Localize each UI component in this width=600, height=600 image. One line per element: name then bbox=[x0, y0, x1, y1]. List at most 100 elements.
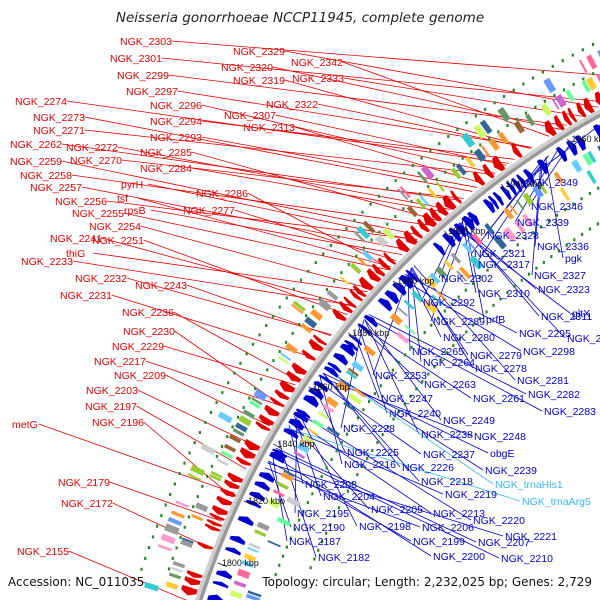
gene-arrow bbox=[553, 115, 565, 131]
feature-block bbox=[419, 195, 430, 206]
gene-label-left: NGK_2241 bbox=[50, 233, 102, 245]
gene-label-left: NGK_2301 bbox=[110, 53, 162, 65]
guide-dot bbox=[415, 387, 418, 391]
feature-block bbox=[396, 331, 410, 344]
gene-arrow bbox=[592, 124, 600, 139]
gene-leader-right bbox=[294, 412, 298, 514]
guide-dot bbox=[373, 392, 377, 396]
feature-block bbox=[488, 138, 500, 152]
gene-label-right: NGK_2218 bbox=[421, 476, 473, 488]
gene-leader-left bbox=[92, 252, 368, 293]
feature-block bbox=[465, 156, 476, 169]
gene-label-right: NGK_2253 bbox=[375, 370, 427, 382]
guide-dot bbox=[368, 400, 371, 404]
feature-block bbox=[431, 294, 443, 306]
guide-dot bbox=[445, 351, 449, 355]
gene-label-right: pgk bbox=[565, 253, 583, 265]
guide-dot bbox=[465, 121, 468, 125]
guide-dot bbox=[314, 261, 317, 265]
guide-dot bbox=[260, 377, 263, 381]
gene-label-left: NGK_2259 bbox=[10, 156, 62, 168]
feature-block bbox=[595, 73, 600, 83]
gene-arrow bbox=[204, 523, 221, 532]
feature-block bbox=[317, 298, 332, 312]
guide-dot bbox=[298, 518, 301, 522]
gene-arrow bbox=[258, 472, 275, 483]
feature-block bbox=[356, 256, 368, 267]
gene-arrow bbox=[352, 284, 367, 298]
guide-dot bbox=[438, 142, 441, 146]
guide-dot bbox=[436, 316, 440, 320]
gene-label-left: NGK_2274 bbox=[15, 96, 67, 108]
guide-dot bbox=[394, 179, 397, 183]
tick-label: 1920 kbp bbox=[448, 226, 485, 236]
feature-block bbox=[267, 540, 281, 548]
guide-dot bbox=[285, 545, 288, 549]
guide-dot bbox=[423, 331, 426, 335]
guide-dot bbox=[386, 222, 389, 226]
gene-label-left: NGK_2258 bbox=[20, 170, 72, 182]
guide-dot bbox=[404, 353, 407, 357]
feature-block bbox=[339, 276, 350, 286]
gene-arrow bbox=[492, 191, 505, 206]
gene-leader-right bbox=[322, 372, 401, 468]
feature-block bbox=[565, 89, 575, 102]
gene-leader-left bbox=[66, 100, 510, 164]
gene-leader-right bbox=[325, 368, 484, 471]
gene-arrow bbox=[487, 195, 500, 210]
feature-block bbox=[233, 580, 247, 588]
guide-dot bbox=[402, 207, 405, 211]
guide-dot bbox=[506, 291, 509, 295]
feature-block bbox=[513, 120, 526, 134]
guide-dot bbox=[254, 387, 257, 391]
gene-arrow bbox=[472, 170, 486, 186]
guide-dot bbox=[427, 372, 430, 376]
guide-dot bbox=[452, 344, 455, 348]
guide-dot bbox=[547, 219, 551, 223]
tick-label: 1940 kbp bbox=[505, 179, 542, 189]
gene-arrow bbox=[358, 276, 374, 291]
gene-label-right: NGK_2182 bbox=[318, 552, 370, 564]
guide-dot bbox=[471, 323, 475, 327]
gene-arrow bbox=[293, 411, 309, 424]
guide-dot bbox=[321, 540, 324, 544]
gene-label-left: NGK_2230 bbox=[123, 326, 175, 338]
guide-dot bbox=[378, 230, 381, 234]
feature-block bbox=[416, 170, 428, 184]
backbone-shadow bbox=[195, 109, 600, 600]
gene-leader-left bbox=[123, 212, 388, 271]
gene-label-right: NGK_2278 bbox=[475, 363, 527, 375]
tick-label: 1800 kbp bbox=[222, 558, 259, 568]
feature-block bbox=[420, 165, 435, 180]
feature-block bbox=[351, 360, 365, 373]
gene-label-left: metG bbox=[12, 419, 38, 431]
feature-block bbox=[223, 443, 237, 453]
guide-dot bbox=[572, 202, 575, 206]
gene-arrow bbox=[308, 338, 324, 352]
guide-dot bbox=[457, 295, 460, 299]
feature-block bbox=[277, 355, 289, 365]
gene-label-right: NGK_2190 bbox=[293, 522, 345, 534]
gene-leader-left bbox=[38, 423, 235, 494]
gene-arrow bbox=[258, 414, 275, 426]
tick-label: 1860 kbp bbox=[313, 382, 350, 392]
gene-label-left: NGK_2262 bbox=[10, 139, 62, 151]
gene-leader-right bbox=[317, 380, 422, 455]
gene-arrow bbox=[301, 349, 317, 361]
gene-leader-left bbox=[201, 136, 478, 188]
gene-leader-left bbox=[137, 197, 391, 268]
gene-leader-right bbox=[475, 156, 548, 265]
feature-block bbox=[428, 272, 441, 285]
gene-arrow bbox=[225, 547, 242, 556]
gene-label-left: thiG bbox=[66, 248, 85, 260]
gene-arrow bbox=[332, 308, 347, 322]
gene-leader-left bbox=[177, 90, 533, 148]
gene-arrow bbox=[384, 290, 400, 305]
topology-text: Topology: circular; Length: 2,232,025 bp… bbox=[261, 575, 592, 589]
guide-dot bbox=[561, 59, 564, 63]
guide-dot bbox=[421, 379, 424, 383]
gene-label-left: NGK_2155 bbox=[17, 546, 69, 558]
feature-block bbox=[191, 513, 204, 522]
guide-dot bbox=[278, 305, 281, 309]
feature-block bbox=[435, 181, 446, 192]
